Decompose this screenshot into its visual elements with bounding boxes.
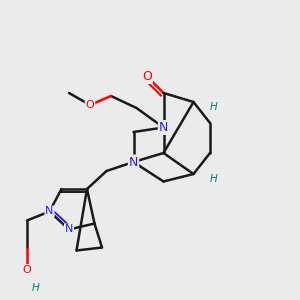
Text: N: N	[129, 155, 138, 169]
Text: N: N	[159, 121, 168, 134]
Text: O: O	[85, 100, 94, 110]
Text: N: N	[65, 224, 73, 235]
Text: O: O	[142, 70, 152, 83]
Text: H: H	[209, 101, 217, 112]
Text: H: H	[209, 174, 217, 184]
Text: N: N	[45, 206, 54, 217]
Text: H: H	[32, 283, 39, 293]
Text: O: O	[22, 265, 32, 275]
